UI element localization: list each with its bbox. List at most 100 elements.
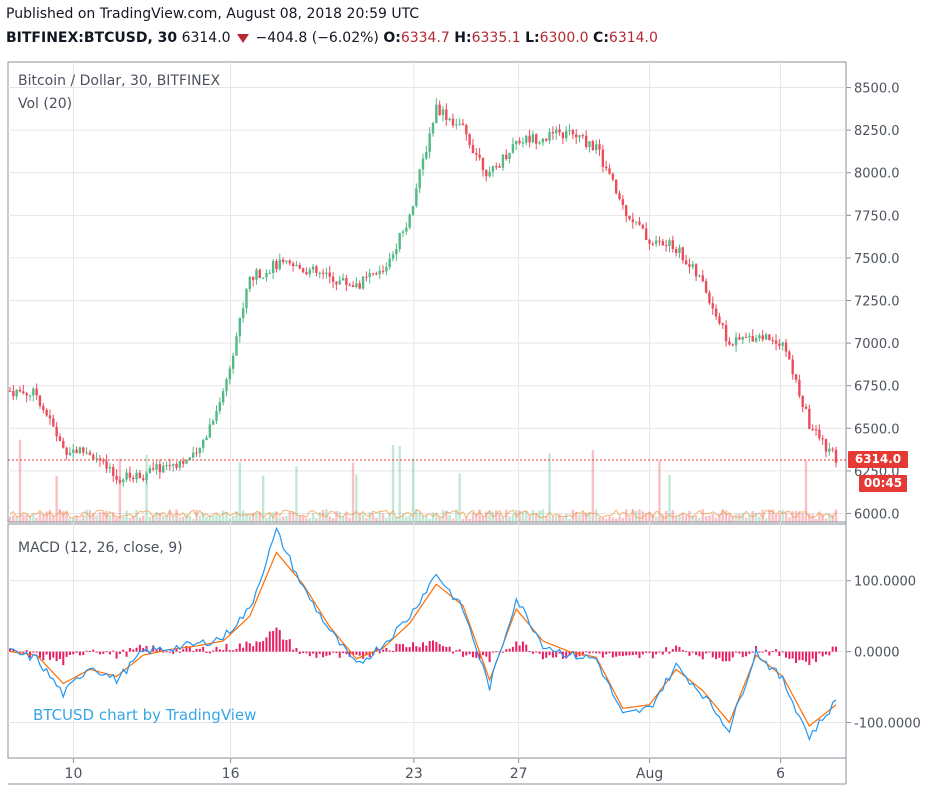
macd-histogram-bar	[621, 651, 624, 657]
volume-bar	[628, 517, 631, 522]
volume-bar	[408, 515, 411, 522]
volume-bar	[618, 516, 621, 522]
macd-histogram-bar	[315, 651, 318, 658]
macd-histogram-bar	[278, 630, 281, 652]
macd-histogram-bar	[458, 649, 461, 652]
macd-histogram-bar	[795, 651, 798, 663]
macd-histogram-bar	[298, 651, 301, 654]
volume-bar	[545, 515, 548, 522]
macd-histogram-bar	[78, 651, 81, 656]
macd-histogram-bar	[268, 631, 271, 652]
candle-body	[578, 135, 581, 138]
volume-bar	[575, 512, 578, 522]
macd-histogram-bar	[182, 649, 185, 652]
volume-bar	[764, 518, 768, 522]
volume-bar	[398, 445, 401, 522]
macd-histogram-bar	[681, 650, 684, 652]
candle-body	[328, 272, 331, 277]
volume-bar	[38, 512, 42, 522]
volume-bar	[98, 512, 102, 522]
candle-body	[395, 249, 398, 255]
candle-body	[175, 463, 178, 468]
volume-bar	[571, 509, 575, 522]
macd-histogram-bar	[451, 651, 454, 654]
volume-bar	[498, 513, 501, 522]
volume-bar	[142, 515, 145, 522]
volume-bar	[814, 518, 818, 522]
volume-bar	[488, 510, 491, 522]
candle-body	[265, 273, 268, 278]
volume-bar	[122, 516, 125, 522]
candle-body	[818, 429, 821, 439]
candle-body	[644, 228, 648, 240]
volume-bar	[235, 511, 238, 522]
candle-body	[348, 284, 351, 286]
macd-histogram-bar	[55, 651, 58, 662]
macd-histogram-bar	[228, 650, 231, 652]
volume-bar	[241, 510, 245, 522]
candle-body	[118, 479, 122, 483]
macd-histogram-bar	[508, 648, 511, 652]
candle-body	[558, 129, 561, 133]
macd-histogram-bar	[781, 651, 784, 653]
volume-bar	[118, 458, 122, 522]
candle-body	[831, 448, 834, 450]
macd-histogram-bar	[611, 651, 614, 658]
candle-body	[98, 458, 102, 461]
candle-body	[728, 341, 731, 345]
volume-bar	[481, 516, 485, 522]
volume-bar	[172, 515, 175, 522]
x-tick-label: Aug	[636, 766, 663, 782]
macd-histogram-bar	[631, 651, 634, 656]
macd-histogram-bar	[328, 651, 331, 656]
candle-body	[315, 266, 318, 273]
candle-body	[575, 134, 578, 138]
volume-bar	[511, 514, 515, 522]
volume-bar	[132, 515, 135, 522]
candle-body	[225, 379, 228, 392]
macd-histogram-bar	[648, 651, 651, 653]
candle-body	[221, 391, 225, 403]
candle-body	[471, 144, 475, 154]
macd-histogram-bar	[362, 651, 365, 659]
volume-bar	[611, 517, 615, 522]
macd-histogram-bar	[698, 651, 701, 657]
candle-body	[631, 219, 635, 223]
macd-histogram-bar	[382, 649, 385, 652]
macd-histogram-bar	[108, 651, 111, 655]
candle-body	[158, 464, 162, 473]
volume-bar	[568, 518, 571, 522]
macd-histogram-bar	[98, 651, 101, 655]
candle-body	[751, 336, 754, 342]
candle-body	[571, 130, 575, 135]
candle-body	[191, 452, 195, 458]
candle-body	[62, 440, 65, 448]
volume-bar	[558, 513, 561, 522]
volume-bar	[581, 512, 585, 522]
y-tick-label: 8250.0	[854, 124, 900, 139]
volume-bar	[614, 518, 618, 522]
volume-bar	[321, 509, 325, 522]
macd-pane-frame	[7, 523, 847, 759]
candle-body	[358, 283, 361, 289]
macd-histogram-bar	[711, 651, 714, 658]
candle-body	[78, 447, 82, 454]
candle-body	[428, 133, 431, 152]
macd-histogram-bar	[491, 651, 494, 653]
candle-body	[505, 154, 508, 159]
volume-bar	[518, 510, 521, 522]
volume-bar	[291, 511, 295, 522]
volume-bar	[678, 514, 681, 522]
macd-histogram-bar	[568, 651, 571, 656]
macd-histogram-bar	[372, 651, 375, 655]
candle-body	[65, 447, 68, 455]
macd-histogram-bar	[721, 651, 724, 662]
macd-histogram-bar	[198, 648, 201, 652]
volume-bar	[698, 517, 701, 522]
macd-histogram-bar	[608, 651, 611, 654]
volume-bar	[155, 511, 158, 522]
macd-histogram-bar	[825, 651, 828, 655]
macd-histogram-bar	[48, 651, 51, 660]
macd-histogram-bar	[788, 651, 791, 659]
